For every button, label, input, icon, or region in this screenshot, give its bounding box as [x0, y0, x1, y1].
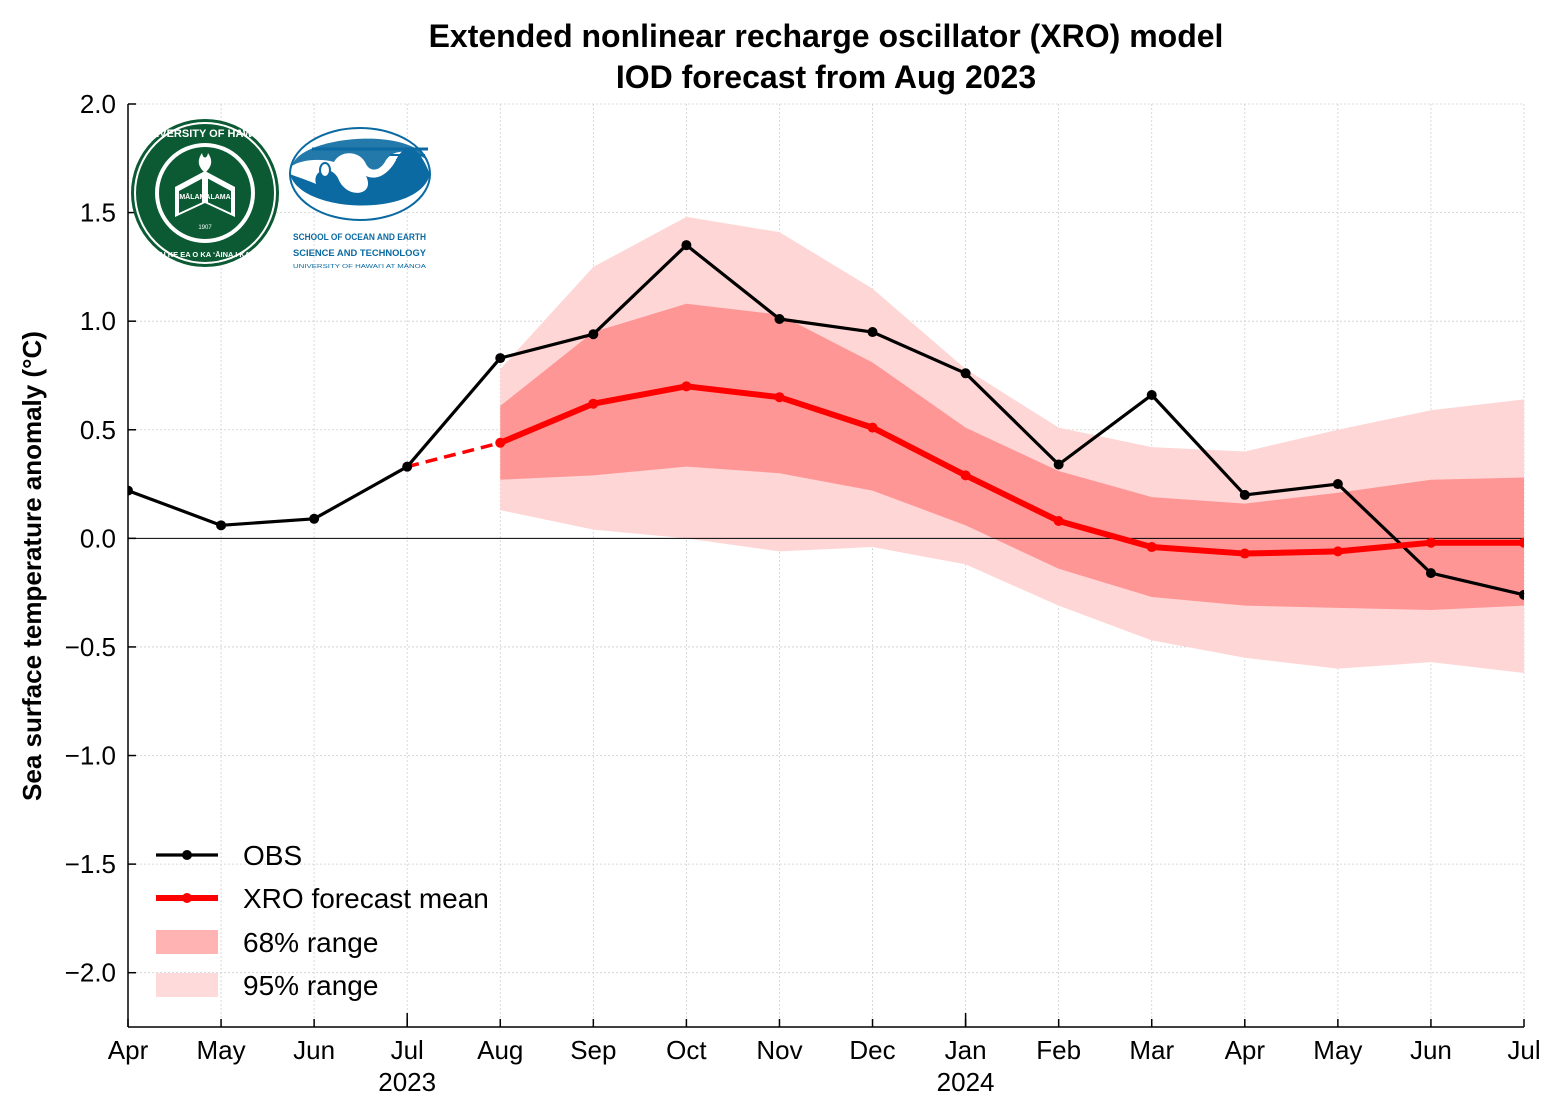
series-line-xro-mean: [499, 383, 1524, 557]
series-lines: [127, 243, 1525, 597]
x-tick-label-12: Apr: [1225, 1035, 1266, 1065]
x-tick-label-15: Jul: [1507, 1035, 1540, 1065]
soest-line-2: SCIENCE AND TECHNOLOGY: [293, 248, 426, 258]
soest-logo: SCHOOL OF OCEAN AND EARTH SCIENCE AND TE…: [289, 127, 431, 270]
chart-title: Extended nonlinear recharge oscillator (…: [429, 18, 1224, 54]
series-point-obs-14: [1425, 568, 1436, 579]
x-ticks: Apr May Jun Jul Aug Sep Oct Nov Dec Jan Feb Mar Apr M…: [108, 1013, 1541, 1097]
x-tick-label-0: Apr: [108, 1035, 149, 1065]
series-point-xro-mean-8: [1239, 548, 1250, 559]
y-ticks: 2.0 1.5 1.0 0.5 0.0 −0.5 −1.0 −1.5 −2.0: [65, 89, 136, 988]
series-point-obs-13: [1332, 479, 1343, 490]
series-point-obs-0: [128, 485, 133, 496]
x-tick-label-13: May: [1313, 1035, 1362, 1065]
series-point-obs-6: [681, 240, 692, 251]
series-point-obs-5: [588, 329, 599, 340]
x-year-label-0: 2023: [378, 1067, 436, 1097]
series-point-xro-mean-9: [1332, 546, 1343, 557]
y-axis-label: Sea surface temperature anomaly (°C): [17, 331, 47, 801]
legend-marker-0: [182, 850, 192, 860]
series-point-obs-1: [216, 520, 227, 531]
x-tick-label-10: Feb: [1036, 1035, 1081, 1065]
bands: [500, 216, 1524, 674]
series-point-xro-mean-3: [774, 392, 785, 403]
x-tick-label-11: Mar: [1129, 1035, 1174, 1065]
series-point-xro-mean-10: [1425, 537, 1436, 548]
series-point-xro-mean-2: [681, 381, 692, 392]
x-tick-label-4: Aug: [477, 1035, 523, 1065]
series-point-obs-2: [309, 513, 320, 524]
legend-swatch-2: [156, 930, 218, 954]
series-point-xro-mean-11: [1519, 537, 1524, 548]
series-point-obs-8: [867, 327, 878, 338]
x-tick-label-6: Oct: [666, 1035, 707, 1065]
series-point-xro-mean-1: [588, 398, 599, 409]
legend: OBS XRO forecast mean 68% range 95% range: [156, 840, 489, 1001]
university-of-hawaii-seal-icon: UNIVERSITY OF HAWAIʻI UA MAU KE EA O KA …: [131, 119, 279, 267]
band-68-range: [500, 303, 1524, 611]
series-line-obs: [127, 243, 1525, 597]
legend-swatch-3: [156, 973, 218, 997]
x-tick-label-9: Jan: [945, 1035, 987, 1065]
x-tick-label-5: Sep: [570, 1035, 616, 1065]
x-tick-label-1: May: [197, 1035, 246, 1065]
legend-label-0: OBS: [243, 840, 302, 871]
series-point-obs-7: [774, 314, 785, 325]
y-tick-label-5: −0.5: [65, 632, 116, 662]
series-point-xro-mean-7: [1146, 542, 1157, 553]
x-tick-label-14: Jun: [1410, 1035, 1452, 1065]
x-tick-label-8: Dec: [849, 1035, 895, 1065]
series-point-obs-15: [1519, 589, 1524, 600]
y-tick-label-6: −1.0: [65, 741, 116, 771]
legend-label-2: 68% range: [243, 927, 378, 958]
legend-label-3: 95% range: [243, 970, 378, 1001]
x-year-label-1: 2024: [937, 1067, 995, 1097]
series-point-xro-mean-0: [495, 437, 506, 448]
x-tick-label-3: Jul: [391, 1035, 424, 1065]
series-point-obs-9: [960, 368, 971, 379]
y-tick-label-7: −1.5: [65, 849, 116, 879]
series-point-obs-10: [1053, 459, 1064, 470]
seal-ring-bottom: UA MAU KE EA O KA ʻĀINA I KA PONO: [136, 250, 274, 259]
y-tick-label-8: −2.0: [65, 958, 116, 988]
legend-marker-1: [182, 893, 192, 903]
chart-subtitle: IOD forecast from Aug 2023: [616, 59, 1036, 95]
soest-wave-icon: [289, 127, 431, 221]
y-tick-label-3: 0.5: [80, 415, 116, 445]
x-tick-label-2: Jun: [293, 1035, 335, 1065]
seal-ring-top: UNIVERSITY OF HAWAIʻI: [140, 128, 269, 140]
soest-line-3: UNIVERSITY OF HAWAIʻI AT MĀNOA: [293, 263, 427, 270]
series-point-obs-12: [1239, 489, 1250, 500]
series-point-obs-11: [1146, 390, 1157, 401]
series-point-obs-4: [495, 353, 506, 364]
series-point-obs-3: [402, 461, 413, 472]
y-tick-label-0: 2.0: [80, 89, 116, 119]
legend-label-1: XRO forecast mean: [243, 883, 489, 914]
series-point-xro-mean-4: [867, 422, 878, 433]
seal-year: 1907: [198, 225, 212, 231]
y-tick-label-4: 0.0: [80, 523, 116, 553]
series-point-xro-mean-5: [960, 470, 971, 481]
series-point-xro-mean-6: [1053, 515, 1064, 526]
series-points: [128, 240, 1524, 600]
soest-line-1: SCHOOL OF OCEAN AND EARTH: [293, 232, 426, 242]
y-tick-label-2: 1.0: [80, 306, 116, 336]
forecast-connector-line: [406, 441, 501, 469]
y-tick-label-1: 1.5: [80, 198, 116, 228]
seal-banner: MĀLAMALAMA: [179, 193, 230, 201]
x-tick-label-7: Nov: [756, 1035, 802, 1065]
